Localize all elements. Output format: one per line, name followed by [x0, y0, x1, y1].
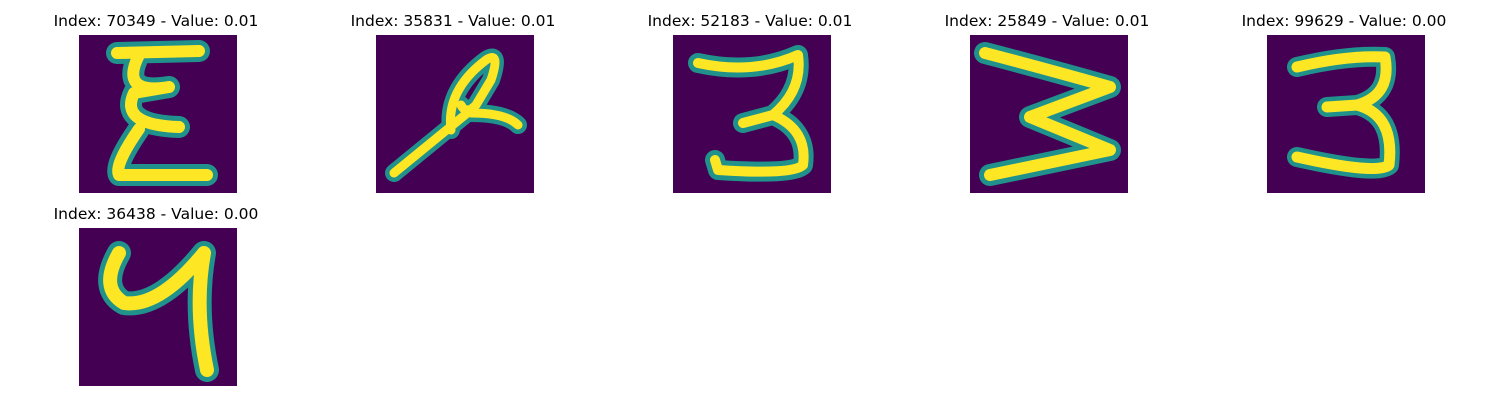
digit-image [673, 35, 831, 193]
panel-title: Index: 35831 - Value: 0.01 [350, 12, 556, 30]
panel-36438: Index: 36438 - Value: 0.00 [36, 193, 276, 386]
digit-image [79, 228, 237, 386]
panel-99629: Index: 99629 - Value: 0.00 [1224, 0, 1464, 193]
digit-image [79, 35, 237, 193]
panel-52183: Index: 52183 - Value: 0.01 [630, 0, 870, 193]
panel-title: Index: 36438 - Value: 0.00 [53, 205, 259, 223]
panel-title: Index: 99629 - Value: 0.00 [1241, 12, 1447, 30]
digit-image [970, 35, 1128, 193]
panel-35831: Index: 35831 - Value: 0.01 [333, 0, 573, 193]
digit-image [1267, 35, 1425, 193]
panel-title: Index: 25849 - Value: 0.01 [944, 12, 1150, 30]
panel-70349: Index: 70349 - Value: 0.01 [36, 0, 276, 193]
panel-25849: Index: 25849 - Value: 0.01 [927, 0, 1167, 193]
panel-title: Index: 70349 - Value: 0.01 [53, 12, 259, 30]
panel-title: Index: 52183 - Value: 0.01 [647, 12, 853, 30]
digit-image [376, 35, 534, 193]
